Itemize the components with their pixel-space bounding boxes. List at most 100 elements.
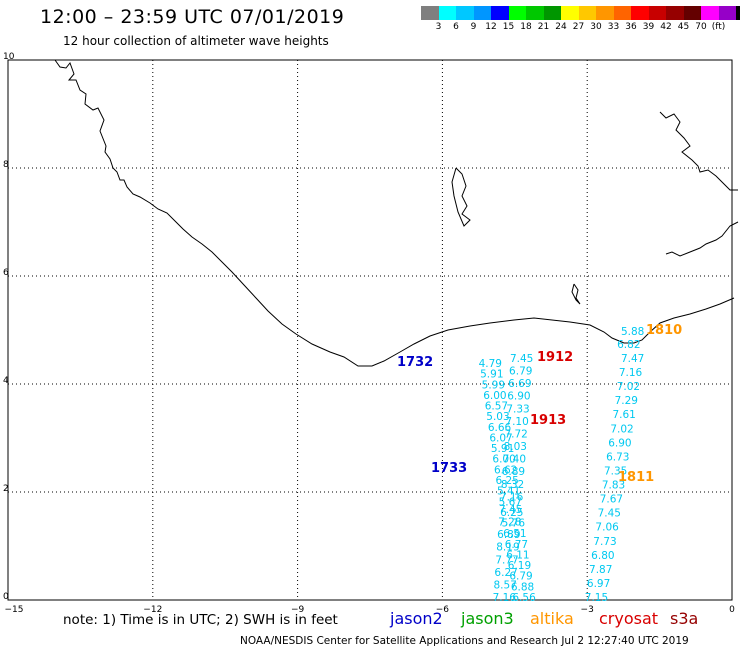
wave-height-value: 7.16 <box>493 592 517 604</box>
color-swatch <box>473 6 491 20</box>
legend-s3a: s3a <box>670 609 699 628</box>
color-swatch <box>421 6 439 20</box>
wave-height-value: 5.91 <box>491 443 514 455</box>
coastline-upper-right <box>659 111 738 191</box>
wave-height-value: 5.88 <box>621 326 644 338</box>
color-scale-label: 30 <box>590 22 602 32</box>
color-scale-label: 15 <box>502 22 515 32</box>
color-scale-label: 36 <box>625 22 637 32</box>
color-swatch <box>596 6 614 20</box>
color-swatch <box>736 6 740 20</box>
color-swatch <box>718 6 736 20</box>
map-frame <box>7 59 733 601</box>
wave-height-values: 4.795.915.996.006.575.036.666.075.916.00… <box>479 326 645 604</box>
coastline-right-edge <box>665 221 739 257</box>
color-swatch <box>613 6 631 20</box>
wave-height-value: 8.19 <box>496 542 519 554</box>
map-grid <box>7 59 733 601</box>
color-scale-label: 33 <box>607 22 620 32</box>
wave-height-value: 7.45 <box>598 508 621 520</box>
island-center <box>451 167 471 227</box>
axis-tick-labels: −15 −12 −9 −6 −3 0 0 2 4 6 8 10 <box>3 52 735 615</box>
color-swatch <box>438 6 456 20</box>
color-swatch <box>491 6 509 20</box>
color-swatch <box>701 6 719 20</box>
wave-height-value: 7.73 <box>593 536 616 548</box>
wave-height-value: 6.80 <box>591 550 614 562</box>
color-scale-label: 9 <box>470 22 477 32</box>
color-swatch <box>543 6 561 20</box>
color-scale-label: 70 <box>695 22 707 32</box>
legend-cryosat: cryosat <box>599 609 659 628</box>
pass-time-label-altika: 1811 <box>618 470 654 485</box>
map-title: 12:00 – 23:59 UTC 07/01/2019 <box>40 6 345 28</box>
wave-height-value: 7.77 <box>495 554 518 566</box>
wave-height-value: 6.25 <box>495 475 518 487</box>
wave-height-value: 6.56 <box>512 592 536 604</box>
wave-height-value: 7.10 <box>505 416 528 428</box>
color-swatch <box>666 6 684 20</box>
wave-height-value: 5.99 <box>482 379 505 391</box>
wave-height-value: 7.45 <box>499 504 522 516</box>
wave-height-value: 7.06 <box>595 522 619 534</box>
x-tick-label: −9 <box>291 605 305 615</box>
wave-height-value: 7.33 <box>506 403 529 415</box>
wave-height-value: 6.90 <box>608 437 631 449</box>
wave-height-value: 5.03 <box>486 411 509 423</box>
pass-time-label-jason2: 1733 <box>431 461 467 476</box>
pass-time-label-cryosat: 1912 <box>537 350 573 365</box>
legend-jason2: jason2 <box>390 609 443 628</box>
wave-height-value: 6.19 <box>508 560 531 572</box>
x-tick-label: −15 <box>5 605 24 615</box>
pass-time-labels: 1732 1733 1912 1913 1810 1811 <box>397 323 682 485</box>
color-swatch <box>683 6 701 20</box>
wave-height-value: 7.83 <box>602 480 625 492</box>
color-scale-label: 18 <box>520 22 532 32</box>
wave-height-value: 7.15 <box>585 592 608 604</box>
wave-height-value: 7.16 <box>500 491 524 503</box>
wave-height-value: 6.07 <box>489 432 512 444</box>
wave-height-value: 7.61 <box>612 409 635 421</box>
wave-height-value: 6.51 <box>503 528 526 540</box>
island-small <box>571 283 581 305</box>
y-tick-label: 2 <box>3 484 9 494</box>
wave-height-value: 8.57 <box>494 579 517 591</box>
wave-height-value: 6.25 <box>500 507 523 519</box>
wave-height-value: 6.62 <box>494 464 517 476</box>
wave-height-value: 6.27 <box>494 567 517 579</box>
y-tick-label: 10 <box>3 52 15 62</box>
wave-height-value: 7.02 <box>610 423 633 435</box>
wave-height-value: 7.02 <box>617 381 640 393</box>
color-scale-label: 21 <box>537 22 550 32</box>
x-tick-label: −3 <box>581 605 594 615</box>
wave-height-value: 8.03 <box>504 441 527 453</box>
wave-height-value: 6.11 <box>506 549 529 561</box>
wave-height-value: 5.76 <box>502 518 526 530</box>
color-scale-label: 27 <box>572 22 585 32</box>
color-scale-label: 45 <box>677 22 690 32</box>
wave-height-value: 7.29 <box>615 395 638 407</box>
wave-height-value: 6.89 <box>502 466 525 478</box>
color-swatch <box>456 6 474 20</box>
wave-height-value: 6.90 <box>507 391 530 403</box>
wave-height-value: 7.67 <box>600 494 623 506</box>
wave-height-value: 6.79 <box>509 571 532 583</box>
wave-height-value: 8.32 <box>501 479 524 491</box>
color-swatch <box>631 6 649 20</box>
color-scale-label: 6 <box>453 22 459 32</box>
wave-height-value: 6.77 <box>505 539 528 551</box>
wave-height-value: 6.73 <box>606 451 629 463</box>
wave-height-value: 6.00 <box>483 390 506 402</box>
color-swatch <box>508 6 526 20</box>
wave-height-value: 6.82 <box>617 339 640 351</box>
wave-height-value: 7.87 <box>589 564 612 576</box>
wave-height-value: 6.97 <box>587 578 610 590</box>
pass-time-label-altika: 1810 <box>646 323 682 338</box>
wave-height-value: 5.67 <box>499 496 522 508</box>
wave-height-value: 7.45 <box>510 353 533 365</box>
y-tick-label: 6 <box>3 268 9 278</box>
pass-time-label-cryosat: 1913 <box>530 413 566 428</box>
color-scale-bar <box>421 6 740 20</box>
color-scale-label: 39 <box>642 22 655 32</box>
